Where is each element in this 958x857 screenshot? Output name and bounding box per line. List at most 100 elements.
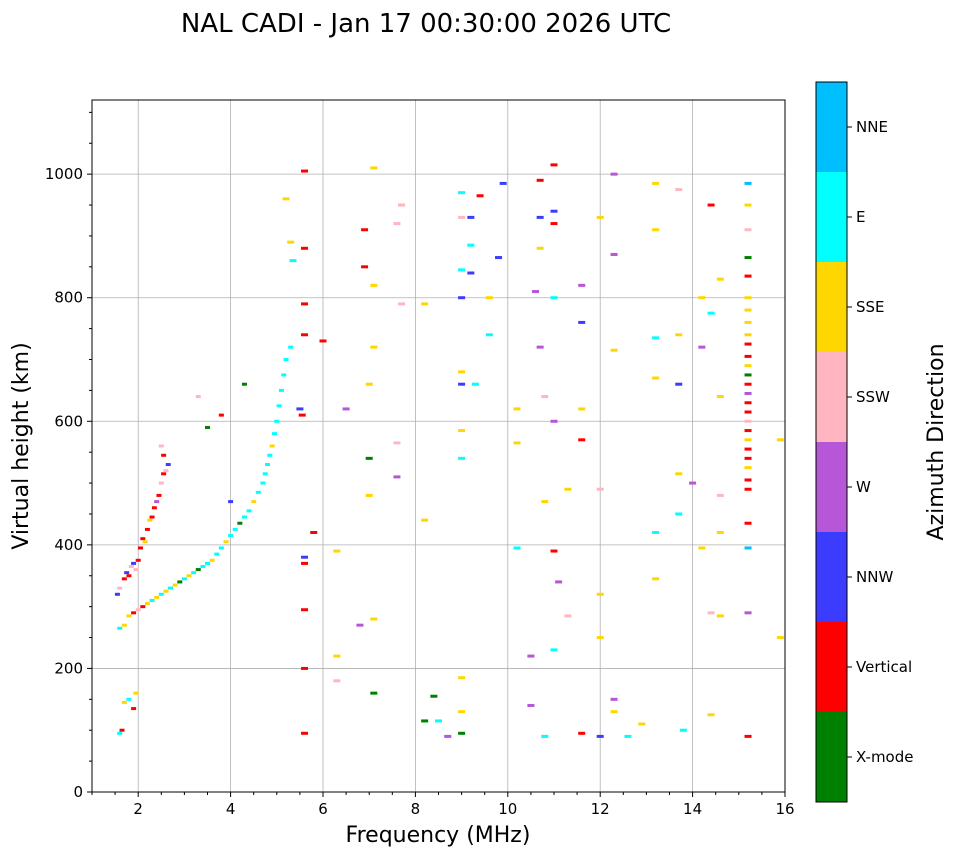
data-point: [262, 472, 268, 476]
data-point: [698, 345, 706, 349]
data-point: [151, 506, 157, 510]
data-point: [744, 296, 752, 300]
x-tick-label: 2: [133, 800, 143, 818]
colorbar-label: Azimuth Direction: [924, 343, 949, 540]
data-point: [467, 243, 475, 247]
data-point: [652, 577, 660, 581]
data-point: [393, 222, 401, 226]
data-point: [421, 518, 429, 522]
data-point: [200, 564, 206, 568]
data-point: [744, 487, 752, 491]
data-point: [536, 215, 544, 219]
data-point: [126, 574, 132, 578]
data-point: [241, 382, 247, 386]
data-point: [246, 509, 252, 513]
data-point: [370, 345, 378, 349]
data-point: [144, 527, 150, 531]
data-point: [281, 373, 287, 377]
data-point: [301, 333, 309, 337]
data-point: [744, 342, 752, 346]
data-point: [361, 265, 369, 269]
data-point: [195, 568, 201, 572]
colorbar-segment: [816, 172, 847, 262]
data-point: [744, 320, 752, 324]
data-point: [163, 469, 169, 473]
data-point: [205, 425, 210, 429]
data-point: [744, 410, 752, 414]
data-point: [421, 302, 429, 306]
data-point: [117, 586, 123, 590]
data-point: [458, 676, 466, 680]
x-axis-label: Frequency (MHz): [346, 823, 531, 848]
data-point: [652, 336, 660, 340]
data-point: [458, 429, 466, 433]
data-point: [458, 710, 466, 714]
data-point: [596, 487, 604, 491]
data-point: [398, 203, 406, 207]
data-point: [638, 722, 646, 726]
data-point: [333, 549, 341, 553]
data-point: [135, 608, 141, 612]
data-point: [564, 487, 572, 491]
x-tick-label: 12: [591, 800, 610, 818]
data-point: [287, 240, 295, 244]
data-point: [707, 713, 715, 717]
data-point: [675, 472, 683, 476]
data-point: [147, 518, 153, 522]
data-point: [278, 388, 284, 392]
data-point: [513, 546, 521, 550]
data-point: [578, 407, 586, 411]
data-point: [119, 728, 125, 732]
data-point: [140, 605, 146, 609]
data-point: [121, 623, 127, 627]
data-point: [223, 540, 229, 544]
data-point: [716, 531, 724, 534]
data-point: [610, 252, 618, 256]
data-point: [495, 256, 503, 260]
data-point: [228, 500, 234, 504]
colorbar-category-label: E: [856, 208, 865, 226]
data-point: [144, 602, 150, 606]
data-point: [652, 181, 660, 185]
data-point: [458, 296, 466, 300]
data-point: [596, 734, 604, 738]
data-point: [550, 549, 558, 553]
data-point: [288, 345, 294, 349]
data-point: [271, 432, 277, 436]
data-point: [117, 731, 123, 735]
data-point: [149, 598, 155, 602]
data-point: [260, 481, 266, 485]
data-point: [158, 444, 164, 448]
data-point: [513, 407, 521, 411]
data-point: [128, 564, 134, 568]
colorbar-category-label: NNE: [856, 118, 888, 136]
data-point: [301, 561, 309, 565]
colorbar: X-mode Vertical NNW W SSW SSE E NNE: [815, 81, 913, 803]
colorbar-segment: [816, 712, 847, 802]
data-point: [476, 194, 484, 198]
y-tick-label: 800: [54, 289, 83, 307]
data-point: [536, 178, 544, 182]
data-point: [596, 215, 604, 219]
data-point: [333, 679, 341, 683]
colorbar-segment: [816, 352, 847, 442]
data-point: [133, 691, 139, 695]
data-point: [716, 395, 724, 399]
data-point: [177, 580, 183, 584]
colorbar-category-label: W: [856, 478, 871, 496]
data-point: [458, 191, 466, 195]
y-tick-label: 400: [54, 536, 83, 554]
data-point: [218, 413, 224, 417]
data-point: [744, 391, 752, 395]
data-point: [365, 493, 373, 497]
colorbar-segment: [816, 622, 847, 712]
data-point: [744, 456, 752, 460]
data-point: [485, 296, 493, 300]
data-point: [117, 626, 123, 630]
data-point: [610, 697, 618, 701]
data-point: [550, 163, 558, 167]
data-point: [251, 500, 257, 504]
data-point: [458, 268, 466, 272]
grid-lines: [92, 100, 785, 792]
